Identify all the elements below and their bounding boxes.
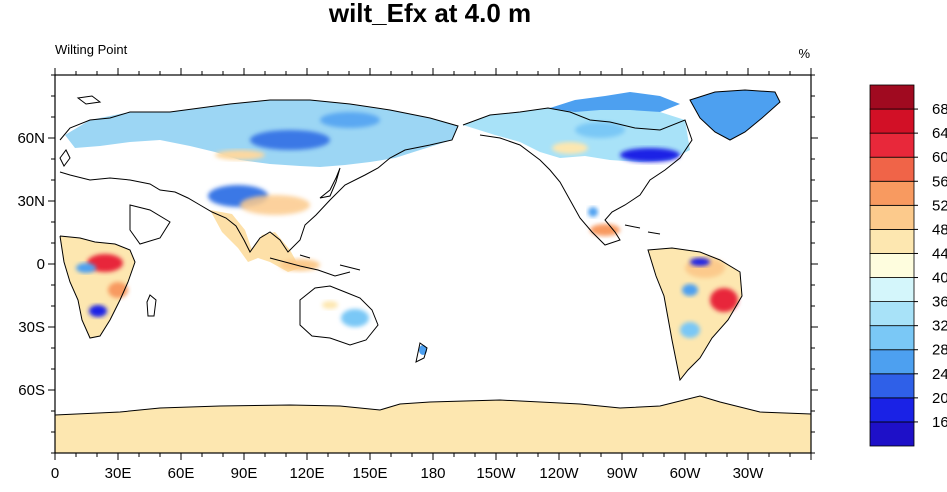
x-tick-label: 120E [289,465,324,482]
colorbar-swatch [869,204,915,230]
colorbar-swatch [869,373,915,399]
coast-antarctica [55,395,811,416]
axis-ticks [48,68,818,460]
colorbar-swatch [869,349,915,375]
east-africa-patch [108,282,128,298]
x-tick-label: 150W [476,465,516,482]
colorbar-tick-label: 44 [932,245,947,262]
colorbar-swatch [869,84,915,110]
y-tick-label: 30N [17,193,45,210]
colorbar-tick-label: 32 [932,318,947,335]
colorbar-tick-label: 60 [932,149,947,166]
pampas-patch [680,322,700,338]
colorbar-swatch [869,253,915,278]
figure-title: wilt_Efx at 4.0 m [328,0,531,28]
x-tick-label: 180 [420,465,445,482]
colorbar-tick-label: 56 [932,173,947,190]
canada-patch [575,122,625,138]
central-america-patch [590,224,620,236]
colorbar-tick-label: 40 [932,270,947,287]
south-america-fill [648,248,742,380]
coastline-layer [55,89,811,416]
field-layer [55,90,811,453]
peru-patch [682,284,698,296]
colorbar-swatch [869,156,915,182]
y-axis-labels: 60S 30S 0 30N 60N [17,130,45,399]
west-africa-patch [76,263,96,273]
coast-madagascar [146,294,157,317]
map-panel [55,75,811,453]
colorbar-tick-label: 28 [932,342,947,359]
colorbar-tick-label: 64 [932,125,947,142]
colorbar-tick-label: 36 [932,294,947,311]
antarctica-fill [55,396,811,453]
south-asia-fill [210,210,300,272]
x-tick-label: 0 [51,465,59,482]
x-tick-label: 90E [231,465,258,482]
x-tick-label: 30W [733,465,765,482]
colorbar-labels: 16 20 24 28 32 36 40 44 48 52 56 60 64 68 [932,101,947,431]
y-tick-label: 0 [37,256,45,273]
coast-caribbean [624,224,661,235]
congo-patch [87,254,123,272]
x-axis-labels: 0 30E 60E 90E 120E 150E 180 150W 120W 90W 60W 30W [51,465,764,482]
colorbar-swatch [869,277,915,302]
x-tick-label: 30E [105,465,132,482]
arctic-islands-fill [550,92,680,112]
mexico-patch [588,207,598,217]
greenland-fill [690,90,780,140]
coast-north-america [462,107,693,246]
east-siberia-patch [320,112,380,128]
coast-uk [59,149,71,167]
coast-indonesia [269,254,361,277]
colorbar-swatch [869,132,915,158]
colorbar [869,84,918,447]
colorbar-swatch [869,108,915,134]
hudson-patch [620,148,680,162]
colorbar-tick-label: 48 [932,221,947,238]
colorbar-tick-label: 20 [932,390,947,407]
y-tick-label: 60N [17,130,45,147]
east-brazil-patch [710,288,738,312]
coast-arabia [129,204,171,245]
colorbar-tick-label: 52 [932,197,947,214]
x-tick-label: 60E [168,465,195,482]
x-tick-label: 90W [607,465,639,482]
steppe-patch [215,150,265,160]
guiana-patch [690,258,710,266]
coast-svalbard [76,95,102,105]
colorbar-swatch [869,325,915,351]
coast-new-zealand [415,342,428,363]
colorbar-swatch [869,301,915,327]
new-zealand-patch [419,345,427,355]
x-tick-label: 120W [539,465,579,482]
east-australia-patch [341,309,369,327]
colorbar-tick-label: 68 [932,101,947,118]
north-australia-patch [322,301,338,309]
siberia-low-patch [250,130,330,150]
coast-greenland [689,89,781,141]
units-label: % [798,46,810,61]
coast-japan [319,167,341,199]
prairie-patch [552,142,588,154]
coast-eurasia [59,99,459,253]
y-tick-label: 60S [18,382,45,399]
colorbar-swatch [869,180,915,206]
coast-africa [59,235,136,339]
x-tick-label: 60W [670,465,702,482]
left-subtitle: Wilting Point [55,42,128,57]
east-china-patch [240,195,310,215]
colorbar-tick-label: 16 [932,414,947,431]
colorbar-swatch [869,397,915,423]
y-tick-label: 30S [18,319,45,336]
x-tick-label: 150E [352,465,387,482]
north-america-fill [463,104,690,162]
coast-south-america [647,247,743,382]
kalahari-patch [89,305,107,317]
colorbar-swatch [869,228,915,254]
coast-australia [299,285,379,346]
colorbar-swatch [869,421,915,447]
colorbar-tick-label: 24 [932,366,947,383]
